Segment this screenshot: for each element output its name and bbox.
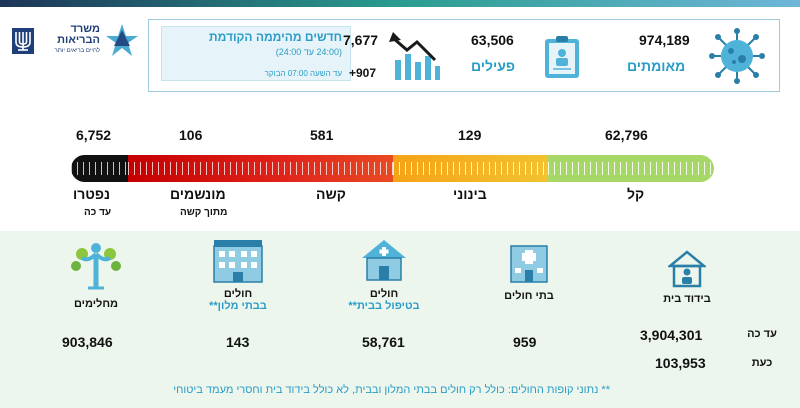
header-stats-box: חדשים מהיממה הקודמת (24:00 עד 24:00) עד … xyxy=(148,19,780,92)
severity-bar xyxy=(71,155,714,182)
hospital-icon xyxy=(510,245,548,283)
confirmed-label: מאומתים xyxy=(627,58,686,74)
hotels-label-line2: בבתי מלון** xyxy=(209,300,267,312)
home-isolation-now-value: 103,953 xyxy=(655,355,706,371)
hotels-value: 143 xyxy=(226,334,250,350)
home-care-label-line2: בטיפול בבית** xyxy=(348,300,420,312)
new-cases-box: חדשים מהיממה הקודמת (24:00 עד 24:00) עד … xyxy=(161,26,351,81)
hospitals-label: בתי חולים xyxy=(504,290,554,302)
moderate-value: 129 xyxy=(458,127,482,143)
hospitals-value: 959 xyxy=(513,334,537,350)
new-cases-title: חדשים מהיממה הקודמת xyxy=(208,30,342,44)
home-isolation-so-far-value: 3,904,301 xyxy=(640,327,703,343)
home-care-value: 58,761 xyxy=(362,334,405,350)
home-care-label: חולים בטיפול בבית** xyxy=(338,288,430,312)
active-value: 63,506 xyxy=(471,32,514,48)
mild-label: קל xyxy=(627,186,645,202)
ventilated-value: 106 xyxy=(179,127,203,143)
virus-icon xyxy=(709,28,765,84)
deceased-sublabel: עד כה xyxy=(84,207,112,218)
hotel-icon xyxy=(213,240,263,283)
severity-segment-deceased xyxy=(71,155,128,182)
ministry-logo: משרד הבריאות לחיים בריאים יותר xyxy=(12,22,138,62)
new-cases-period: (24:00 עד 24:00) xyxy=(275,47,342,57)
moderate-label: בינוני xyxy=(453,186,487,202)
active-label: פעילים xyxy=(471,58,516,74)
severity-segment-moderate xyxy=(393,155,548,182)
home-isolation-icon xyxy=(668,250,706,288)
ministry-name-line1: משרד xyxy=(70,23,100,35)
home-isolation-now-label: כעת xyxy=(751,357,773,369)
clipboard-icon xyxy=(545,36,579,78)
deceased-label: נפטרו xyxy=(73,186,111,202)
footnote: ** נתוני קופות החולים: כולל רק חולים בבת… xyxy=(173,384,610,396)
home-isolation-label: בידוד בית xyxy=(663,293,711,305)
trend-chart-icon xyxy=(389,32,440,80)
home-isolation-so-far-label: עד כה xyxy=(747,328,777,340)
severity-segment-severe xyxy=(128,155,393,182)
deceased-value: 6,752 xyxy=(76,127,112,143)
ventilated-label: מונשמים xyxy=(170,186,226,202)
recovered-value: 903,846 xyxy=(62,334,113,350)
hotels-label-line1: חולים xyxy=(223,288,253,300)
new-cases-update-time: עד השעה 07:00 הבוקר xyxy=(264,69,342,78)
severe-value: 581 xyxy=(310,127,334,143)
home-care-label-line1: חולים xyxy=(369,288,399,300)
recovered-tree-icon xyxy=(71,243,121,290)
severe-label: קשה xyxy=(316,186,346,202)
confirmed-value: 974,189 xyxy=(639,32,690,48)
recovered-label: מחלימים xyxy=(73,298,119,310)
ventilated-sublabel: מתוך קשה xyxy=(180,207,228,218)
menorah-icon xyxy=(12,28,34,54)
new-cases-delta: +907 xyxy=(349,66,377,80)
severity-segment-mild xyxy=(548,155,714,182)
star-logo-icon xyxy=(106,24,138,56)
hotels-label: חולים בבתי מלון** xyxy=(196,288,280,312)
ministry-name-line2: הבריאות xyxy=(57,34,100,46)
new-cases-value: 7,677 xyxy=(343,32,379,48)
top-accent-bar xyxy=(0,0,800,7)
home-care-icon xyxy=(362,240,406,281)
mild-value: 62,796 xyxy=(605,127,648,143)
ministry-tagline: לחיים בריאים יותר xyxy=(54,48,100,54)
